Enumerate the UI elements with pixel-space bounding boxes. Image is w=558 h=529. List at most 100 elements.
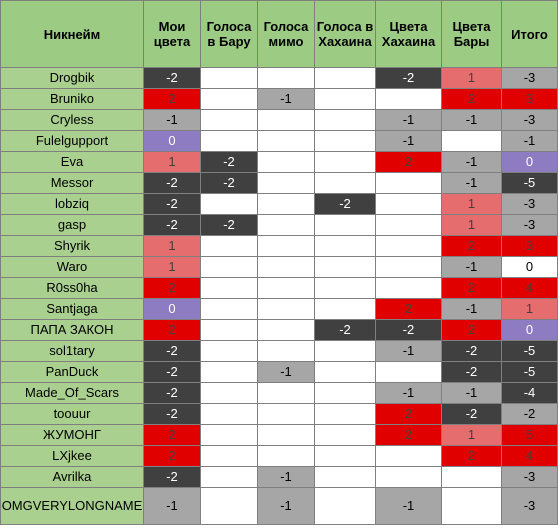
votes-bar-cell — [200, 130, 258, 152]
header-votes-miss: Голоса мимо — [257, 0, 315, 68]
total-cell: -5 — [501, 340, 558, 362]
votes-bar-cell — [200, 319, 258, 341]
colors-bar-cell: 1 — [441, 67, 502, 89]
colors-hahain-cell: -1 — [375, 109, 442, 131]
table-row: LXjkee 2 2 4 — [0, 445, 558, 467]
nickname-cell: LXjkee — [0, 445, 144, 467]
nickname-cell: sol1tary — [0, 340, 144, 362]
colors-bar-cell: -2 — [441, 403, 502, 425]
votes-bar-cell: -2 — [200, 214, 258, 236]
votes-hahain-cell — [314, 445, 376, 467]
votes-hahain-cell — [314, 340, 376, 362]
table-row: PanDuck -2 -1 -2 -5 — [0, 361, 558, 383]
votes-miss-cell: -1 — [257, 466, 315, 488]
nickname-cell: lobziq — [0, 193, 144, 215]
total-cell: -3 — [501, 109, 558, 131]
votes-bar-cell — [200, 67, 258, 89]
table-row: Eva 1 -2 2 -1 0 — [0, 151, 558, 173]
table-row: Waro 1 -1 0 — [0, 256, 558, 278]
colors-bar-cell: -1 — [441, 382, 502, 404]
votes-miss-cell — [257, 109, 315, 131]
nickname-cell: Santjaga — [0, 298, 144, 320]
my-colors-cell: -1 — [143, 487, 201, 525]
my-colors-cell: 0 — [143, 298, 201, 320]
votes-miss-cell — [257, 277, 315, 299]
nickname-cell: ЖУМОНГ — [0, 424, 144, 446]
colors-bar-cell: -1 — [441, 151, 502, 173]
total-cell: 4 — [501, 277, 558, 299]
votes-hahain-cell: -2 — [314, 319, 376, 341]
header-votes-hahain: Голоса в Хахаина — [314, 0, 376, 68]
votes-bar-cell — [200, 256, 258, 278]
table-row: sol1tary -2 -1 -2 -5 — [0, 340, 558, 362]
colors-bar-cell: 1 — [441, 424, 502, 446]
total-cell: -5 — [501, 361, 558, 383]
colors-bar-cell: -2 — [441, 361, 502, 383]
votes-miss-cell — [257, 214, 315, 236]
table-row: Fulelgupport 0 -1 -1 — [0, 130, 558, 152]
votes-hahain-cell — [314, 151, 376, 173]
votes-hahain-cell — [314, 172, 376, 194]
votes-miss-cell — [257, 67, 315, 89]
votes-hahain-cell — [314, 130, 376, 152]
my-colors-cell: 2 — [143, 445, 201, 467]
total-cell: 0 — [501, 319, 558, 341]
header-row: Никнейм Мои цвета Голоса в Бару Голоса м… — [0, 0, 558, 68]
colors-hahain-cell: 2 — [375, 403, 442, 425]
table-row: Cryless -1 -1 -1 -3 — [0, 109, 558, 131]
colors-hahain-cell — [375, 256, 442, 278]
my-colors-cell: -2 — [143, 466, 201, 488]
table-row: ПАПА ЗАКОН 2 -2 -2 2 0 — [0, 319, 558, 341]
votes-bar-cell — [200, 298, 258, 320]
votes-miss-cell — [257, 424, 315, 446]
table-row: Shyrik 1 2 3 — [0, 235, 558, 257]
total-cell: -3 — [501, 67, 558, 89]
votes-hahain-cell — [314, 109, 376, 131]
my-colors-cell: -2 — [143, 214, 201, 236]
my-colors-cell: 1 — [143, 151, 201, 173]
nickname-cell: OMGVERYLONGNAME — [0, 487, 144, 525]
colors-hahain-cell — [375, 193, 442, 215]
total-cell: -3 — [501, 487, 558, 525]
nickname-cell: R0ss0ha — [0, 277, 144, 299]
colors-bar-cell: 1 — [441, 214, 502, 236]
table-row: OMGVERYLONGNAME -1 -1 -1 -3 — [0, 487, 558, 525]
colors-hahain-cell — [375, 466, 442, 488]
votes-hahain-cell — [314, 214, 376, 236]
votes-hahain-cell — [314, 88, 376, 110]
votes-bar-cell — [200, 403, 258, 425]
votes-miss-cell — [257, 151, 315, 173]
colors-hahain-cell — [375, 235, 442, 257]
colors-hahain-cell: 2 — [375, 424, 442, 446]
colors-bar-cell — [441, 487, 502, 525]
votes-miss-cell — [257, 298, 315, 320]
votes-miss-cell: -1 — [257, 487, 315, 525]
total-cell: 3 — [501, 235, 558, 257]
my-colors-cell: 2 — [143, 319, 201, 341]
colors-bar-cell: -1 — [441, 172, 502, 194]
votes-miss-cell: -1 — [257, 88, 315, 110]
votes-bar-cell — [200, 277, 258, 299]
table-body: Drogbik -2 -2 1 -3 Bruniko 2 -1 2 3 Cryless -1 -1 -1-… — [0, 67, 558, 525]
table-row: R0ss0ha 2 2 4 — [0, 277, 558, 299]
colors-bar-cell: -2 — [441, 340, 502, 362]
total-cell: 4 — [501, 445, 558, 467]
colors-bar-cell: -1 — [441, 298, 502, 320]
votes-hahain-cell — [314, 256, 376, 278]
colors-hahain-cell: 2 — [375, 298, 442, 320]
votes-hahain-cell — [314, 382, 376, 404]
nickname-cell: Cryless — [0, 109, 144, 131]
nickname-cell: PanDuck — [0, 361, 144, 383]
my-colors-cell: 1 — [143, 235, 201, 257]
colors-hahain-cell — [375, 445, 442, 467]
colors-bar-cell — [441, 130, 502, 152]
colors-hahain-cell: -1 — [375, 130, 442, 152]
votes-miss-cell — [257, 172, 315, 194]
votes-hahain-cell — [314, 487, 376, 525]
colors-hahain-cell — [375, 172, 442, 194]
votes-bar-cell — [200, 193, 258, 215]
colors-bar-cell: 2 — [441, 235, 502, 257]
votes-bar-cell — [200, 88, 258, 110]
votes-hahain-cell — [314, 67, 376, 89]
